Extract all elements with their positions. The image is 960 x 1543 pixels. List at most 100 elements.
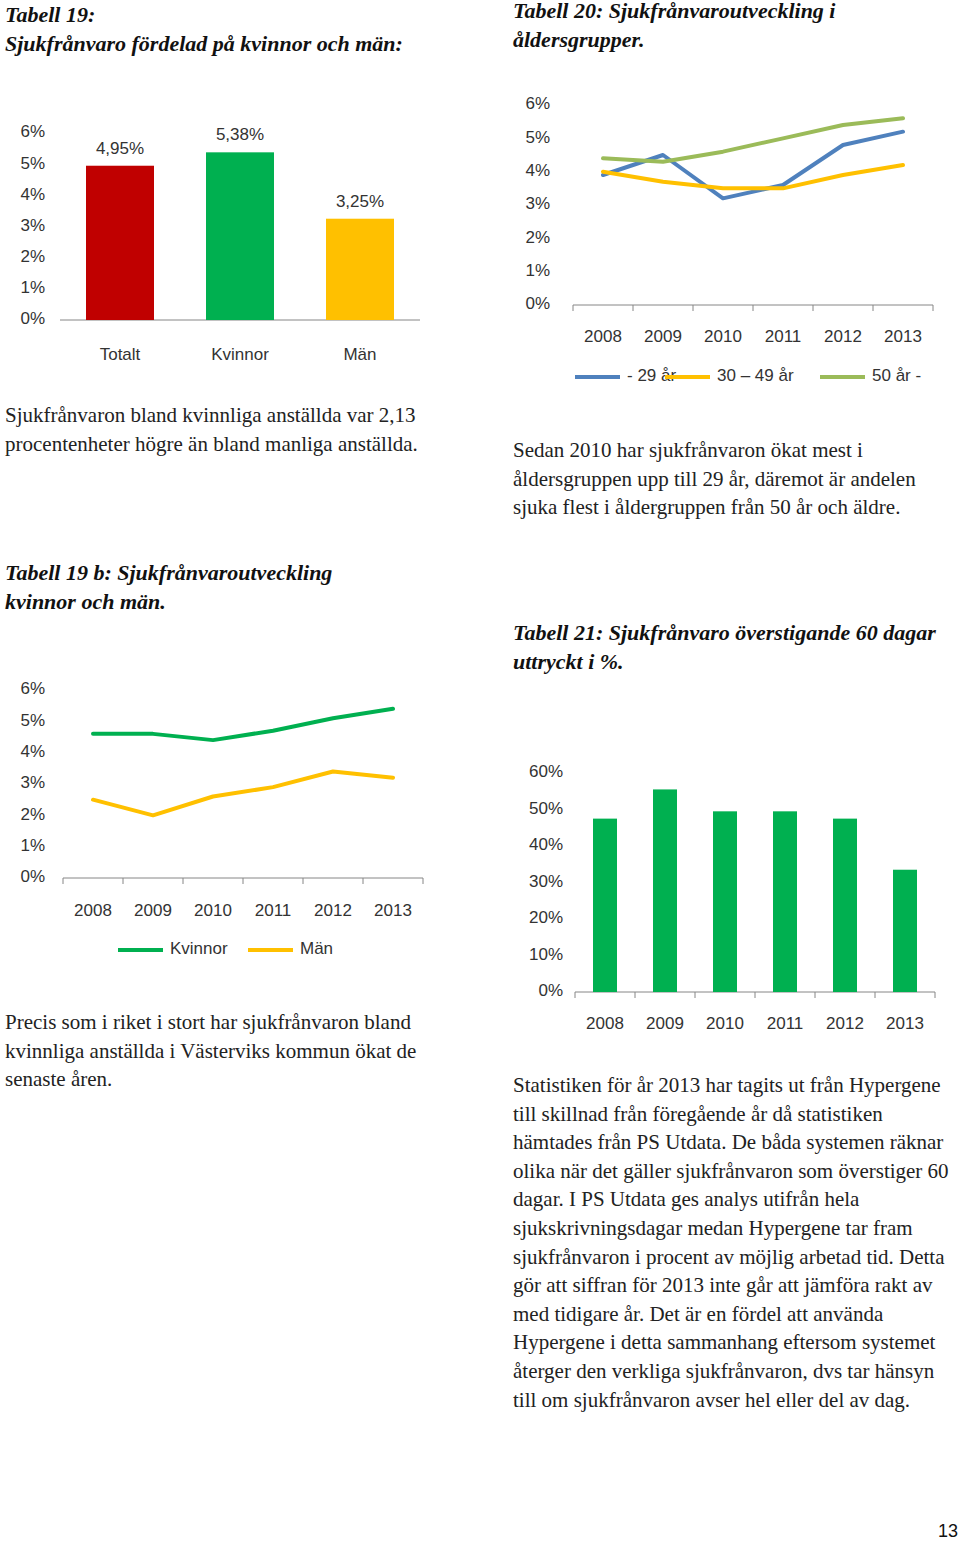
bar	[326, 219, 394, 320]
x-tick	[123, 878, 124, 884]
bar	[86, 166, 154, 320]
legend-label: 30 – 49 år	[717, 366, 794, 385]
x-tick-label: 2012	[824, 327, 862, 346]
legend-key	[118, 948, 163, 952]
x-tick	[933, 305, 934, 311]
y-tick-label: 0%	[20, 309, 45, 328]
y-tick-label: 4%	[525, 161, 550, 180]
y-tick-label: 4%	[20, 185, 45, 204]
x-tick-label: 2010	[194, 901, 232, 920]
legend-key	[820, 375, 865, 379]
y-tick-label: 3%	[20, 773, 45, 792]
paragraph: Sjukfrånvaron bland kvinnliga anställda …	[5, 401, 450, 458]
y-tick-label: 6%	[525, 94, 550, 113]
x-tick-label: 2008	[584, 327, 622, 346]
chart: 0%1%2%3%4%5%6%200820092010201120122013Kv…	[20, 679, 423, 958]
chart: 0% 10% 20% 30% 40% 50% 60% 2008 2009 2010 2011 2012…	[529, 762, 935, 1033]
x-tick	[935, 992, 936, 998]
x-tick-label: 2010	[706, 1014, 744, 1033]
x-tick-label: 2012	[826, 1014, 864, 1033]
x-tick	[633, 305, 634, 311]
x-tick	[635, 992, 636, 998]
chart-subtitle: Sjukfrånvaro fördelad på kvinnor och män…	[5, 29, 425, 58]
bar	[893, 870, 917, 992]
y-tick-label: 40%	[529, 835, 563, 854]
line	[93, 709, 393, 740]
x-tick-label: Kvinnor	[211, 345, 269, 364]
x-tick-label: 2013	[886, 1014, 924, 1033]
data-label: 3,25%	[336, 192, 384, 211]
line	[603, 132, 903, 199]
chart-title: Tabell 19 b: Sjukfrånvaroutveckling kvin…	[5, 558, 405, 616]
legend-key	[575, 375, 620, 379]
y-tick-label: 2%	[525, 228, 550, 247]
x-tick-label: 2008	[586, 1014, 624, 1033]
y-tick-label: 6%	[20, 679, 45, 698]
page-number: 13	[938, 1521, 958, 1542]
x-tick	[63, 878, 64, 884]
x-tick	[873, 305, 874, 311]
y-tick-label: 4%	[20, 742, 45, 761]
chart-title: Tabell 20: Sjukfrånvaroutveckling i ålde…	[513, 0, 953, 54]
bar	[773, 811, 797, 992]
data-label: 5,38%	[216, 125, 264, 144]
y-tick-label: 2%	[20, 805, 45, 824]
x-tick	[243, 878, 244, 884]
bar	[653, 789, 677, 992]
chart-title: Tabell 19:	[5, 0, 425, 29]
y-tick-label: 1%	[20, 278, 45, 297]
y-tick-label: 5%	[20, 711, 45, 730]
x-tick-label: 2011	[767, 1014, 804, 1033]
bar	[206, 152, 274, 320]
x-tick-label: 2013	[374, 901, 412, 920]
legend-label: Män	[300, 939, 333, 958]
x-tick-label: 2011	[765, 327, 802, 346]
x-tick	[693, 305, 694, 311]
page: {"page": { "paragraphs": [ "Sjukfrånvaro…	[0, 0, 960, 1543]
data-label: 4,95%	[96, 139, 144, 158]
y-tick-label: 0%	[525, 294, 550, 313]
legend-label: 50 år -	[872, 366, 921, 385]
y-tick-label: 1%	[525, 261, 550, 280]
paragraph: Sedan 2010 har sjukfrånvaron ökat mest i…	[513, 436, 958, 522]
y-tick-label: 50%	[529, 799, 563, 818]
x-tick	[363, 878, 364, 884]
chart: 0%1%2%3%4%5%6%200820092010201120122013- …	[525, 94, 933, 385]
y-tick-label: 1%	[20, 836, 45, 855]
x-tick-label: 2010	[704, 327, 742, 346]
bar	[833, 819, 857, 992]
x-tick	[695, 992, 696, 998]
bar	[593, 819, 617, 992]
x-tick	[875, 992, 876, 998]
x-tick-label: 2009	[134, 901, 172, 920]
plot-area	[603, 118, 903, 198]
line	[603, 118, 903, 161]
x-tick	[303, 878, 304, 884]
x-tick-label: Totalt	[100, 345, 141, 364]
x-tick-label: Män	[343, 345, 376, 364]
y-tick-label: 6%	[20, 122, 45, 141]
chart: 0%1%2%3%4%5%6%TotaltKvinnorMän4,95%5,38%…	[20, 122, 420, 364]
y-tick-label: 30%	[529, 872, 563, 891]
x-tick	[813, 305, 814, 311]
y-tick-label: 5%	[525, 128, 550, 147]
y-tick-label: 5%	[20, 154, 45, 173]
x-tick	[753, 305, 754, 311]
y-tick-label: 2%	[20, 247, 45, 266]
x-tick-label: 2008	[74, 901, 112, 920]
line	[93, 771, 393, 815]
x-tick	[755, 992, 756, 998]
y-tick-label: 20%	[529, 908, 563, 927]
plot-area	[593, 789, 917, 992]
x-tick-label: 2009	[646, 1014, 684, 1033]
y-tick-label: 10%	[529, 945, 563, 964]
x-tick	[183, 878, 184, 884]
plot-area	[93, 709, 393, 816]
x-tick	[575, 992, 576, 998]
x-tick	[573, 305, 574, 311]
y-tick-label: 3%	[525, 194, 550, 213]
x-tick-label: 2009	[644, 327, 682, 346]
y-tick-label: 60%	[529, 762, 563, 781]
x-tick	[815, 992, 816, 998]
y-tick-label: 0%	[538, 981, 563, 1000]
